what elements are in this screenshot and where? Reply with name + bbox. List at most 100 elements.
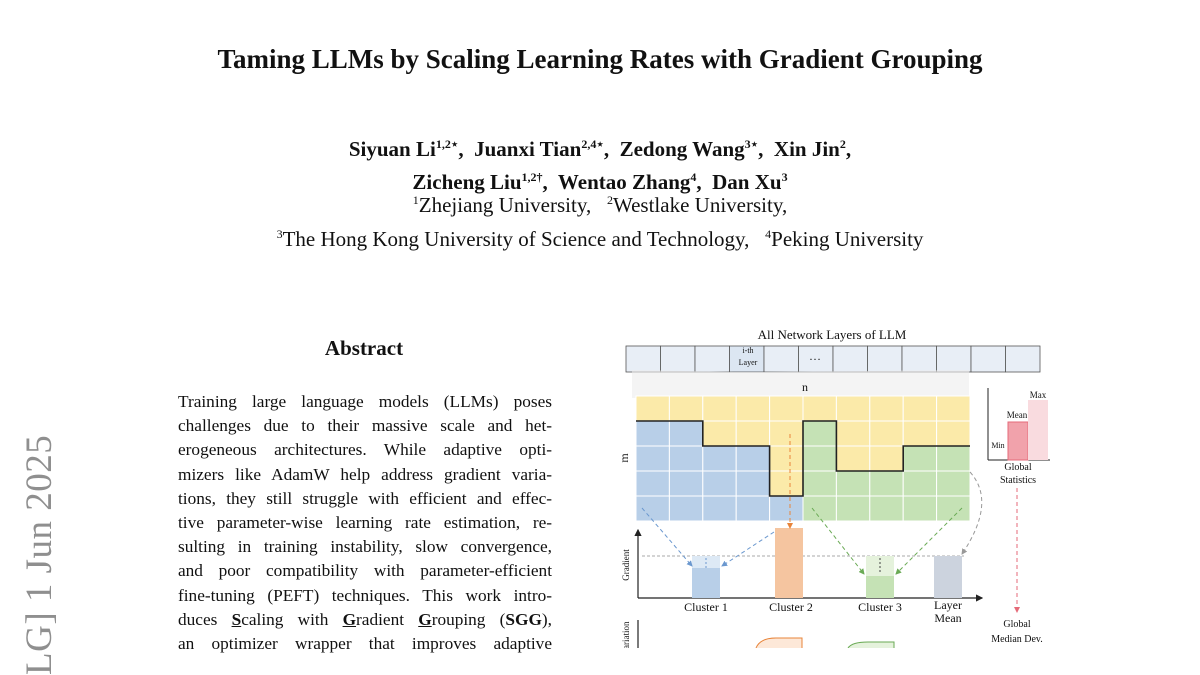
cluster-3-bar [866,576,894,598]
grid-cell [802,495,837,522]
grid-cell [668,445,704,472]
text-run: G [418,609,432,629]
grid-cell [702,495,737,522]
grid-cell [902,420,938,447]
grid-cell [869,470,904,497]
author-list: Siyuan Li1,2⋆, Juanxi Tian2,4⋆, Zedong W… [0,130,1200,196]
layer-cell [763,345,799,373]
stats-min-label: Min [991,441,1004,450]
abstract-line: sulting in training instability, slow co… [178,537,552,557]
m-label: m [617,453,631,463]
cluster-1-label: Cluster 1 [684,600,728,614]
author-name: Xin Jin [773,137,840,161]
variation-axis-label: Variation [621,621,631,648]
affil-name: Peking University [771,227,924,251]
abstract-line: Training large language models (LLMs) po… [178,392,552,411]
layer-ellipsis: … [809,349,821,363]
grid-cell [936,395,971,422]
text-run: S [231,609,242,629]
layer-cell [970,345,1006,373]
text-run: rouping ( [431,609,506,629]
grid-cell [802,445,837,472]
affil-name: Westlake University, [612,193,788,217]
arrow-to-layer-mean [961,471,983,555]
layer-label-1: i-th [742,346,753,355]
affil-sup: 4 [765,227,772,241]
grid-cell [735,395,771,422]
grid-cell [902,495,938,522]
affil-name: Zhejiang University, [418,193,592,217]
author-name: Siyuan Li [348,137,436,161]
author-name: Dan Xu [712,170,782,194]
grid-cell [702,470,737,497]
stats-max-label: Max [1030,390,1047,400]
cluster-boundary-line [636,420,970,497]
grid-cell [769,395,804,422]
layer-cell [625,345,661,373]
layer-cell [832,345,868,373]
grid-cell [902,470,938,497]
grid-cell [735,470,771,497]
author-name: Wentao Zhang [557,170,691,194]
abstract-heading: Abstract [324,336,404,360]
grid-cell [635,445,670,472]
author-sup: 3⋆ [744,137,759,151]
paper-title: Taming LLMs by Scaling Learning Rates wi… [217,44,983,74]
abstract-line: fine-tuning (PEFT) techniques. This work… [178,585,552,605]
grid-cell [635,495,670,522]
global-median-label-1: Global [1003,619,1030,630]
abstract-line: duces Scaling with Gradient Grouping (SG… [178,608,552,632]
stats-label-1: Global [1004,462,1031,473]
grid-cell [835,445,871,472]
grid-cell [735,420,771,447]
cluster-1-bar [692,568,720,598]
affil-sup: 3 [276,227,283,241]
abstract-line: mizers like AdamW help address gradient … [178,464,552,484]
grid-cell [936,495,971,522]
grid-cell [769,445,804,472]
author-line-1: Siyuan Li1,2⋆, Juanxi Tian2,4⋆, Zedong W… [348,137,852,161]
grid-cell [802,470,837,497]
layer-cell [936,345,972,373]
grid-cell [802,420,837,447]
text-run: SGG [505,609,542,629]
grid-cell [902,395,938,422]
affil-name: The Hong Kong University of Science and … [282,227,750,251]
weight-grid [635,395,971,522]
layer-cell [867,345,903,373]
text-run: ), [541,609,552,629]
grid-cell [835,495,871,522]
author-sup: 1,2⋆ [435,137,459,151]
arrow-to-cluster-3 [811,507,865,575]
grid-cell [869,420,904,447]
grid-cell [702,445,737,472]
stats-mean-label: Mean [1007,410,1028,420]
grid-cell [635,395,670,422]
layer-cell [729,345,765,373]
grid-cell [869,445,904,472]
grid-cell [902,445,938,472]
author-name: Zicheng Liu [412,170,522,194]
abstract-line: erogeneous architectures. While adaptive… [178,440,552,460]
abstract-line: tions, they still struggle with efficien… [178,488,552,508]
text-run: radient [356,609,419,629]
text-run: G [342,609,357,629]
figure-caption-top: All Network Layers of LLM [758,327,907,342]
arrow-to-cluster-3b [895,507,963,575]
cluster-3-label: Cluster 3 [858,600,902,614]
stats-max-bar [1028,400,1048,460]
layer-cell [694,345,730,373]
grid-cell [735,495,771,522]
author-sup: 2 [839,137,846,151]
layer-cell [901,345,937,373]
arrow-to-cluster-1b [721,531,775,567]
layer-mean-label-1: Layer [934,598,962,612]
abstract-line: an optimizer wrapper that improves adapt… [178,634,552,654]
zoom-projection [632,370,969,398]
layer-mean-bar [934,556,962,598]
grid-cell [668,420,704,447]
affiliation-line-1: 1Zhejiang University, 2Westlake Universi… [0,186,1200,220]
n-label: n [802,380,808,394]
grid-cell [635,470,670,497]
affil-sup: 1 [412,193,419,207]
